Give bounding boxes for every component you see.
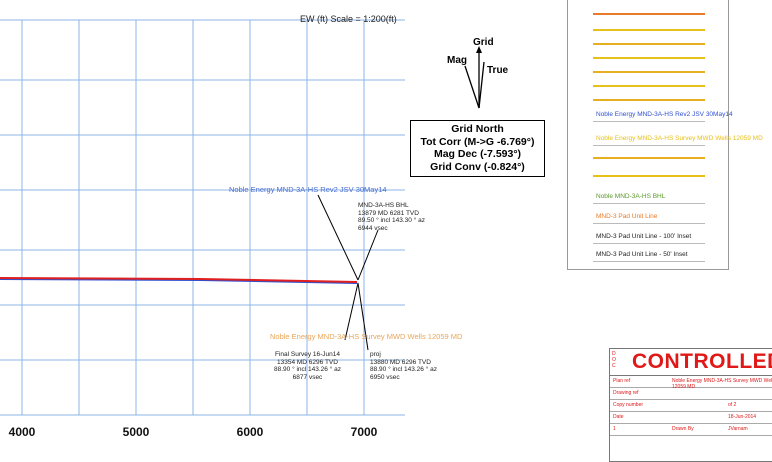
projection-line: proj	[370, 351, 381, 358]
well-path	[0, 277, 358, 284]
legend-swatch	[593, 43, 705, 45]
side-mark: D	[612, 351, 616, 357]
north-arrow-icon	[464, 46, 485, 109]
survey-path-line	[0, 277, 358, 283]
final-survey-line: 6877 vsec	[292, 373, 323, 381]
legend-separator	[593, 261, 705, 262]
side-mark: O	[612, 357, 616, 363]
leader-line	[344, 282, 359, 341]
legend-entry-label: MND-3 Pad Unit Line	[596, 213, 658, 220]
final-survey-line: Final Survey 16-Jun14	[274, 351, 341, 358]
controlled-cell: 18-Jun-2014	[728, 414, 757, 420]
legend-swatch	[593, 29, 705, 31]
controlled-row: Drawing ref	[610, 388, 772, 400]
bhl-annotation: MND-3A-HS BHL 13879 MD 6281 TVD 89.50 ° …	[358, 202, 425, 232]
true-north-label: True	[487, 65, 509, 76]
controlled-cell: Date	[613, 414, 624, 420]
legend-swatch	[593, 71, 705, 73]
bhl-line: 6944 vsec	[358, 224, 388, 232]
controlled-cell: Drawing ref	[613, 390, 639, 396]
annotation-leaders	[317, 194, 379, 351]
controlled-row: Plan ref Noble Energy MND-3A-HS Survey MW…	[610, 376, 772, 390]
leader-line	[357, 229, 379, 281]
projection-annotation: proj 13880 MD 6296 TVD 88.90 ° incl 143.…	[370, 351, 437, 381]
survey-label: Noble Energy MND-3A-HS Survey MWD Wells …	[270, 332, 463, 341]
true-arrow-line	[478, 61, 485, 109]
scale-title: EW (ft) Scale = 1:200(ft)	[300, 14, 397, 24]
magnetic-declination: Mag Dec (-7.593°)	[433, 148, 522, 160]
controlled-cell: JVarnam	[728, 426, 748, 432]
legend-entry-label: Noble Energy MND-3A-HS Survey MWD Wells …	[596, 135, 763, 142]
mag-arrow-line	[464, 65, 480, 109]
grid-north-info-box: Grid North Tot Corr (M->G -6.769°) Mag D…	[410, 120, 545, 177]
legend-entry-label: Noble Energy MND-3A-HS Rev2 JSV 30May14	[596, 111, 733, 118]
side-mark: C	[612, 363, 616, 369]
legend-swatch	[593, 13, 705, 15]
x-tick-label: 4000	[8, 425, 36, 439]
legend-separator	[593, 145, 705, 146]
final-survey-annotation: Final Survey 16-Jun14 13354 MD 6296 TVD …	[274, 351, 341, 381]
controlled-side-marks: D O C	[612, 351, 616, 369]
projection-line: 88.90 ° incl 143.26 ° az	[370, 366, 437, 373]
projection-line: 13880 MD 6296 TVD	[370, 358, 431, 366]
controlled-stamp: D O C CONTROLLED Plan ref Noble Energy MN…	[609, 348, 772, 462]
grid-north-title: Grid North	[451, 123, 504, 135]
legend-separator	[593, 203, 705, 204]
grid-arrowhead	[476, 46, 482, 53]
controlled-title: CONTROLLED	[632, 350, 772, 373]
controlled-cell: 1	[613, 426, 616, 432]
legend-panel: Noble Energy MND-3A-HS Rev2 JSV 30May14 N…	[567, 0, 763, 270]
controlled-row: Date 18-Jun-2014	[610, 412, 772, 424]
legend-swatch	[593, 85, 705, 87]
controlled-cell: of 2	[728, 402, 737, 408]
grid-convergence: Grid Conv (-0.824°)	[430, 160, 525, 173]
bhl-line: MND-3A-HS BHL	[358, 202, 409, 209]
controlled-cell: Drawn By	[672, 426, 694, 432]
x-tick-label: 5000	[122, 425, 150, 439]
legend-swatch	[593, 157, 705, 159]
legend-entry-label: MND-3 Pad Unit Line - 50' Inset	[596, 251, 688, 258]
controlled-cell: Plan ref	[613, 378, 631, 384]
x-tick-label: 7000	[350, 425, 378, 439]
total-correction: Tot Corr (M->G -6.769°)	[420, 135, 535, 148]
x-tick-label: 6000	[236, 425, 264, 439]
leader-line	[357, 282, 369, 351]
grid-north-label: Grid	[473, 37, 494, 48]
plan-label: Noble Energy MND-3A-HS Rev2 JSV 30May14	[229, 185, 387, 194]
legend-entry-label: MND-3 Pad Unit Line - 100' Inset	[596, 233, 692, 240]
leader-line	[317, 194, 359, 281]
final-survey-line: 88.90 ° incl 143.26 ° az	[274, 366, 341, 373]
controlled-cell: Copy number	[613, 402, 644, 408]
bhl-line: 13879 MD 6281 TVD	[358, 209, 419, 217]
legend-separator	[593, 121, 705, 122]
legend-swatch	[593, 57, 705, 59]
bhl-line: 89.50 ° incl 143.30 ° az	[358, 217, 425, 224]
grid-lines	[0, 19, 405, 416]
legend-separator	[593, 223, 705, 224]
legend-entry-label: Noble MND-3A-HS BHL	[596, 193, 666, 200]
final-survey-line: 13354 MD 6296 TVD	[277, 358, 338, 366]
legend-swatch	[593, 175, 705, 177]
controlled-row: Copy number of 2	[610, 400, 772, 412]
legend-swatch	[593, 99, 705, 101]
controlled-row: 1 Drawn By JVarnam	[610, 424, 772, 436]
legend-separator	[593, 243, 705, 244]
controlled-cell: Noble Energy MND-3A-HS Survey MWD Wells …	[672, 378, 772, 390]
projection-line: 6950 vsec	[370, 373, 400, 381]
controlled-header: D O C CONTROLLED	[610, 349, 772, 376]
magnetic-north-label: Mag	[447, 55, 467, 66]
